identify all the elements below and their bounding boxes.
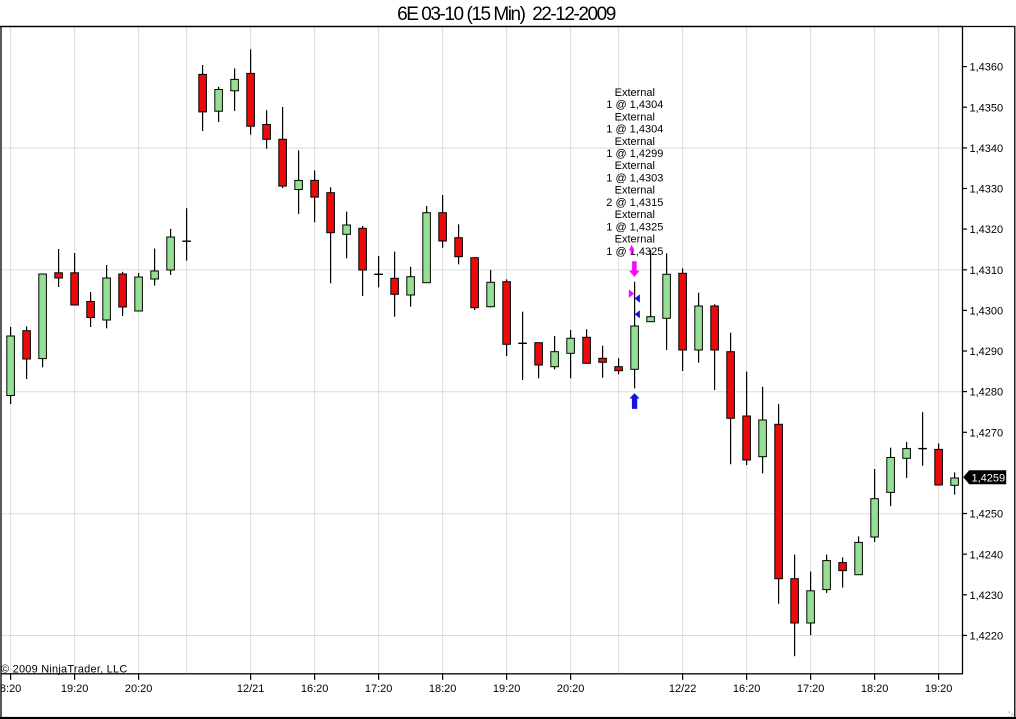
svg-text:1,4330: 1,4330 [970, 184, 1004, 196]
svg-text:2 @ 1,4315: 2 @ 1,4315 [606, 197, 663, 209]
svg-text:19:20: 19:20 [61, 683, 89, 695]
svg-text:16:20: 16:20 [301, 683, 329, 695]
svg-text:1,4259: 1,4259 [972, 472, 1006, 484]
svg-text:1,4270: 1,4270 [970, 427, 1004, 439]
svg-text:19:20: 19:20 [925, 683, 953, 695]
svg-text:1,4230: 1,4230 [970, 590, 1004, 602]
svg-text:18:20: 18:20 [429, 683, 457, 695]
svg-text:19:20: 19:20 [493, 683, 521, 695]
svg-text:External: External [615, 87, 655, 99]
svg-text:1,4250: 1,4250 [970, 509, 1004, 521]
svg-text:6E 03-10 (15 Min) 22-12-2009: 6E 03-10 (15 Min) 22-12-2009 [397, 4, 616, 25]
svg-text:18:20: 18:20 [861, 683, 889, 695]
svg-text:12/21: 12/21 [237, 683, 265, 695]
svg-text:17:20: 17:20 [797, 683, 825, 695]
svg-text:1,4350: 1,4350 [970, 102, 1004, 114]
svg-text:1,4360: 1,4360 [970, 62, 1004, 74]
svg-text:1 @ 1,4325: 1 @ 1,4325 [606, 246, 663, 258]
svg-text:17:20: 17:20 [365, 683, 393, 695]
svg-text:1,4240: 1,4240 [970, 549, 1004, 561]
svg-text:1 @ 1,4299: 1 @ 1,4299 [606, 148, 663, 160]
svg-text:1,4290: 1,4290 [970, 346, 1004, 358]
svg-text:20:20: 20:20 [557, 683, 585, 695]
svg-text:1,4320: 1,4320 [970, 224, 1004, 236]
svg-text:External: External [615, 136, 655, 148]
svg-text:External: External [615, 160, 655, 172]
svg-text:1 @ 1,4325: 1 @ 1,4325 [606, 221, 663, 233]
svg-text:External: External [615, 209, 655, 221]
svg-text:1,4340: 1,4340 [970, 143, 1004, 155]
svg-text:1,4310: 1,4310 [970, 265, 1004, 277]
svg-text:External: External [615, 111, 655, 123]
svg-text:12/22: 12/22 [669, 683, 697, 695]
svg-text:1 @ 1,4304: 1 @ 1,4304 [606, 124, 663, 136]
svg-text:© 2009 NinjaTrader, LLC: © 2009 NinjaTrader, LLC [1, 664, 128, 676]
svg-text:8:20: 8:20 [0, 683, 21, 695]
svg-text:20:20: 20:20 [125, 683, 153, 695]
svg-text:External: External [615, 234, 655, 246]
svg-text:External: External [615, 185, 655, 197]
svg-text:1,4300: 1,4300 [970, 306, 1004, 318]
svg-text:1 @ 1,4303: 1 @ 1,4303 [606, 172, 663, 184]
svg-text:1,4220: 1,4220 [970, 631, 1004, 643]
svg-text:1,4280: 1,4280 [970, 387, 1004, 399]
svg-text:16:20: 16:20 [733, 683, 761, 695]
svg-text:1 @ 1,4304: 1 @ 1,4304 [606, 99, 663, 111]
